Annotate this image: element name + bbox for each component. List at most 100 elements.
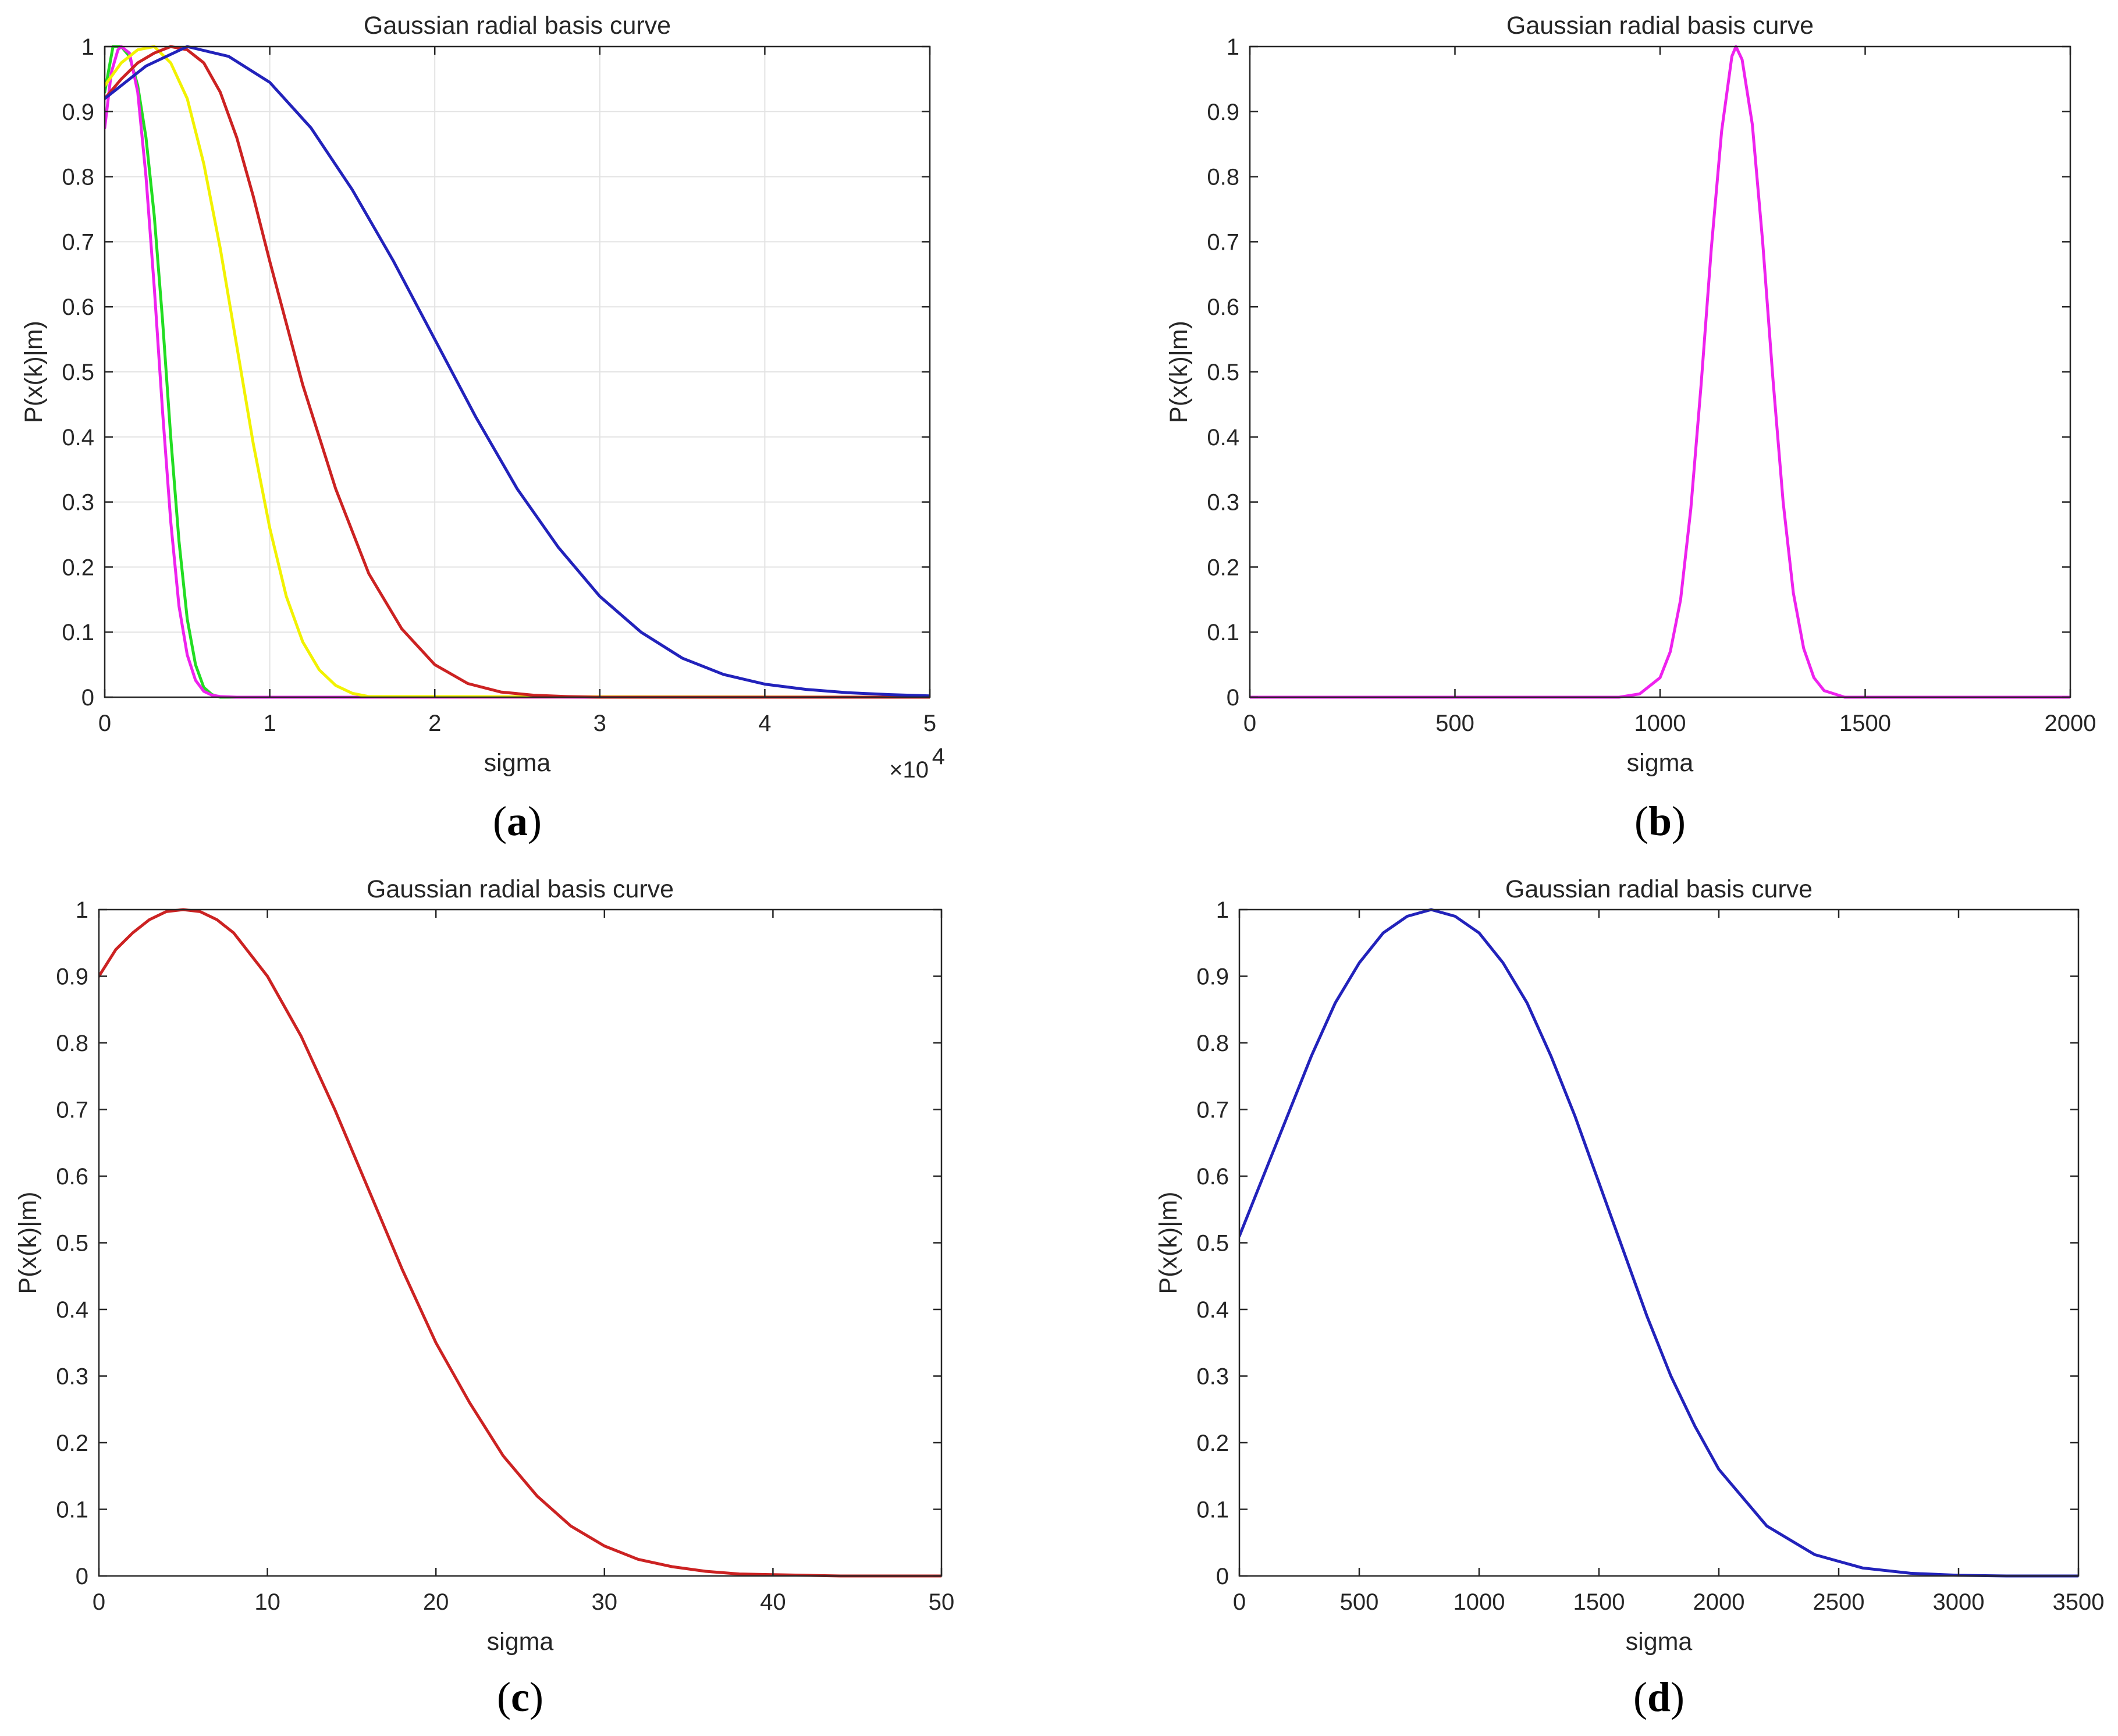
chart-title: Gaussian radial basis curve [367, 875, 674, 903]
x-tick-label: 2 [428, 711, 441, 736]
x-tick-label: 30 [592, 1589, 618, 1615]
x-tick-label: 3000 [1933, 1589, 1985, 1615]
x-tick-label: 20 [423, 1589, 449, 1615]
y-tick-label: 0.3 [1207, 490, 1239, 516]
y-tick-label: 0.2 [62, 555, 94, 580]
y-tick-label: 0.9 [1196, 964, 1229, 990]
x-tick-label: 0 [1233, 1589, 1246, 1615]
x-axis-multiplier: ×10 [889, 757, 929, 783]
x-tick-label: 500 [1340, 1589, 1379, 1615]
plot-area [1250, 47, 2070, 697]
x-tick-label: 1000 [1634, 711, 1686, 736]
y-tick-label: 0.5 [62, 360, 94, 385]
y-tick-label: 0.4 [1196, 1297, 1229, 1323]
x-tick-label: 1500 [1839, 711, 1891, 736]
x-tick-label: 1000 [1454, 1589, 1505, 1615]
panel-caption: (d) [1633, 1674, 1685, 1720]
x-tick-label: 40 [760, 1589, 786, 1615]
panel-caption-letter: b [1648, 798, 1672, 844]
x-tick-label: 1500 [1573, 1589, 1625, 1615]
x-tick-label: 2500 [1813, 1589, 1865, 1615]
y-tick-label: 0.1 [56, 1497, 88, 1523]
x-axis-label: sigma [487, 1628, 554, 1656]
y-tick-label: 0.1 [1207, 620, 1239, 645]
panel-caption: (b) [1634, 798, 1686, 844]
y-tick-label: 0.1 [62, 620, 94, 645]
y-tick-label: 1 [1216, 897, 1229, 923]
y-tick-label: 0.6 [1196, 1164, 1229, 1190]
x-tick-label: 500 [1435, 711, 1474, 736]
y-tick-label: 0.6 [56, 1164, 88, 1190]
y-tick-label: 0.4 [62, 425, 94, 450]
x-tick-label: 0 [98, 711, 111, 736]
panel-caption: (a) [493, 798, 542, 844]
panel-caption-letter: c [511, 1674, 530, 1720]
y-tick-label: 0.4 [56, 1297, 88, 1323]
series-line-red [105, 45, 930, 699]
y-tick-label: 0 [76, 1564, 88, 1589]
y-tick-label: 0.8 [62, 165, 94, 190]
x-tick-label: 10 [254, 1589, 280, 1615]
x-axis-multiplier-exponent: 4 [932, 744, 945, 769]
x-tick-label: 2000 [1693, 1589, 1745, 1615]
y-tick-label: 0.7 [1196, 1098, 1229, 1123]
chart-title: Gaussian radial basis curve [1505, 875, 1813, 903]
y-axis-label: P(x(k)|m) [1165, 321, 1193, 423]
y-tick-label: 0.6 [62, 294, 94, 320]
x-axis-label: sigma [1626, 1628, 1693, 1656]
y-tick-label: 0.4 [1207, 425, 1239, 450]
y-tick-label: 1 [76, 897, 88, 923]
chart-title: Gaussian radial basis curve [1506, 12, 1814, 40]
x-tick-label: 0 [1243, 711, 1256, 736]
y-tick-label: 0.3 [56, 1364, 88, 1390]
x-tick-label: 3 [594, 711, 606, 736]
y-tick-label: 0.6 [1207, 294, 1239, 320]
y-tick-label: 0.7 [62, 229, 94, 255]
x-tick-label: 3500 [2053, 1589, 2105, 1615]
chart-panel-b: 0 500 1000 1500 2000 0 0.1 0.2 0.3 0.4 0.5 0.6 0.7 0.… [1165, 12, 2096, 844]
series-line-blue [105, 45, 930, 698]
y-tick-label: 0.5 [1196, 1231, 1229, 1256]
chart-panel-d: 0 500 1000 1500 2000 2500 3000 3500 0 0.1 0.2 0.3 0.… [1154, 875, 2104, 1720]
y-tick-label: 0.7 [1207, 229, 1239, 255]
x-tick-label: 1 [263, 711, 276, 736]
y-axis-label: P(x(k)|m) [20, 321, 48, 423]
x-tick-label: 2000 [2045, 711, 2096, 736]
panel-caption-letter: d [1647, 1674, 1671, 1720]
y-tick-label: 0.2 [1196, 1430, 1229, 1456]
y-tick-label: 0 [1216, 1564, 1229, 1589]
y-tick-label: 0.1 [1196, 1497, 1229, 1523]
y-tick-label: 1 [1227, 34, 1239, 60]
panel-caption-letter: a [507, 798, 528, 844]
y-axis-label: P(x(k)|m) [1154, 1192, 1182, 1294]
y-tick-label: 0.7 [56, 1098, 88, 1123]
plot-area [99, 910, 941, 1576]
y-tick-label: 0.9 [56, 964, 88, 990]
y-tick-label: 0.8 [56, 1031, 88, 1056]
y-tick-label: 0.3 [1196, 1364, 1229, 1390]
x-tick-label: 0 [93, 1589, 105, 1615]
y-tick-label: 0.2 [1207, 555, 1239, 580]
y-axis-label: P(x(k)|m) [14, 1192, 42, 1294]
x-tick-label: 4 [758, 711, 771, 736]
y-tick-label: 0.3 [62, 490, 94, 516]
series-line-blue [1239, 908, 2078, 1578]
x-axis-label: sigma [1627, 749, 1694, 777]
y-tick-label: 0 [1227, 685, 1239, 711]
y-tick-label: 0.9 [1207, 100, 1239, 125]
y-tick-label: 0.8 [1196, 1031, 1229, 1056]
chart-title: Gaussian radial basis curve [364, 12, 671, 40]
panel-caption: (c) [497, 1674, 543, 1720]
x-tick-label: 5 [923, 711, 936, 736]
y-tick-label: 0.5 [56, 1231, 88, 1256]
y-tick-label: 0.2 [56, 1430, 88, 1456]
plot-area [1239, 910, 2078, 1576]
y-tick-label: 0 [81, 685, 94, 711]
y-tick-label: 1 [81, 34, 94, 60]
chart-panel-a: 0 1 2 3 4 5 0 0.1 0.2 0.3 0.4 0.5 0.6 0.7 0.8 0.9 1 Gauss… [20, 12, 945, 844]
y-tick-label: 0.5 [1207, 360, 1239, 385]
y-tick-label: 0.8 [1207, 165, 1239, 190]
x-tick-label: 50 [929, 1589, 955, 1615]
y-tick-label: 0.9 [62, 100, 94, 125]
